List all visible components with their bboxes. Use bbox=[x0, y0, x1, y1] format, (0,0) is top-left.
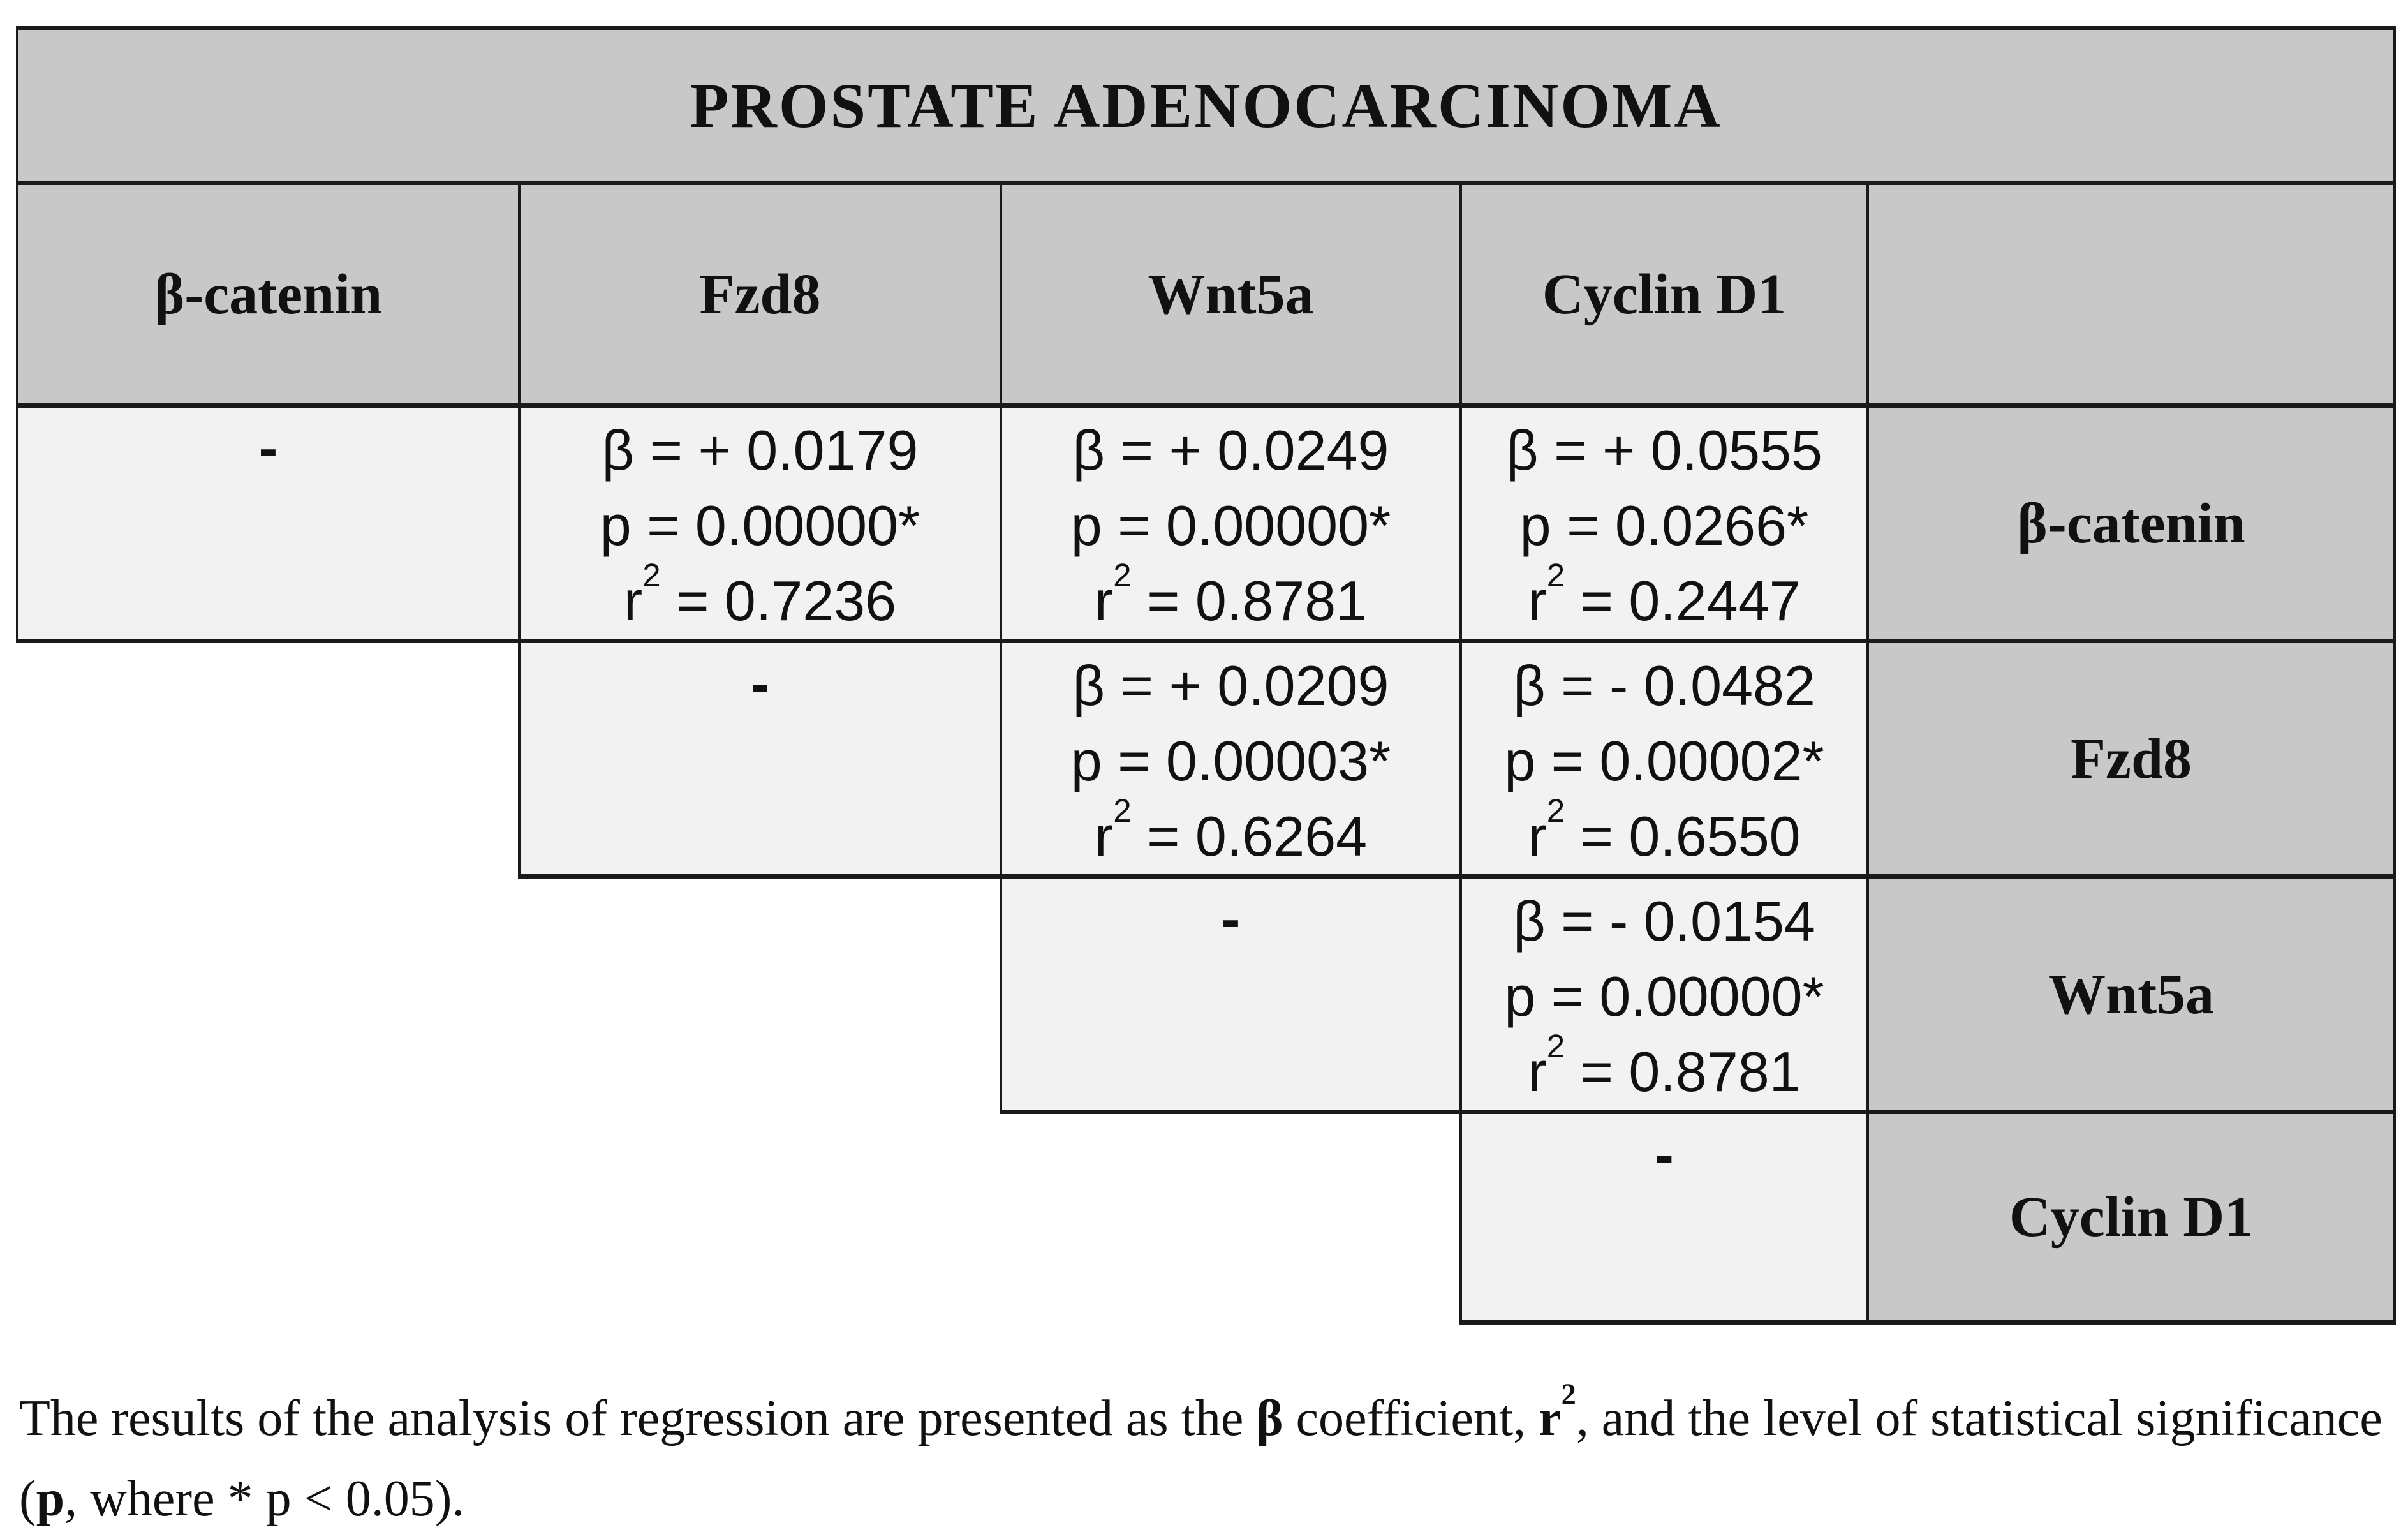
caption-r2-symbol: r2 bbox=[1539, 1378, 1576, 1446]
diagonal-dash-cyclin-d1: - bbox=[1459, 1110, 1869, 1325]
figure-caption: The results of the analysis of regressio… bbox=[19, 1378, 2382, 1527]
beta-value: β = - 0.0154 bbox=[1513, 889, 1815, 953]
diagonal-dash-beta-catenin: - bbox=[16, 403, 521, 643]
regression-table: PROSTATE ADENOCARCINOMA β-catenin Fzd8 W… bbox=[15, 26, 2397, 1325]
empty-region bbox=[17, 641, 519, 877]
column-header-wnt5a: Wnt5a bbox=[1000, 181, 1462, 408]
r2-value: r2 = 0.8781 bbox=[1094, 556, 1368, 632]
row-label-cyclin-d1: Cyclin D1 bbox=[1866, 1110, 2397, 1325]
empty-region bbox=[1001, 1112, 1461, 1323]
r2-value: r2 = 0.6550 bbox=[1528, 792, 1801, 868]
r2-value: r2 = 0.2447 bbox=[1528, 556, 1801, 632]
beta-value: β = + 0.0209 bbox=[1072, 654, 1389, 717]
empty-region bbox=[17, 877, 519, 1112]
caption-text: The results of the analysis of regressio… bbox=[19, 1390, 1257, 1446]
column-header-beta-catenin: β-catenin bbox=[16, 181, 521, 408]
cell-beta-catenin-fzd8: β = + 0.0179 p = 0.00000* r2 = 0.7236 bbox=[518, 403, 1002, 643]
empty-region bbox=[519, 877, 1001, 1112]
regression-table-figure: PROSTATE ADENOCARCINOMA β-catenin Fzd8 W… bbox=[15, 26, 2397, 1325]
p-value: p = 0.00000* bbox=[600, 494, 920, 557]
cell-wnt5a-cyclin-d1: β = - 0.0154 p = 0.00000* r2 = 0.8781 bbox=[1459, 874, 1869, 1114]
beta-value: β = - 0.0482 bbox=[1513, 654, 1815, 717]
p-value: p = 0.00000* bbox=[1070, 494, 1391, 557]
cell-beta-catenin-cyclin-d1: β = + 0.0555 p = 0.0266* r2 = 0.2447 bbox=[1459, 403, 1869, 643]
p-value: p = 0.00002* bbox=[1504, 729, 1824, 792]
r2-value: r2 = 0.8781 bbox=[1528, 1027, 1801, 1103]
p-value: p = 0.00003* bbox=[1070, 729, 1391, 792]
beta-value: β = + 0.0555 bbox=[1506, 419, 1822, 482]
p-value: p = 0.00000* bbox=[1504, 965, 1824, 1028]
r2-value: r2 = 0.7236 bbox=[623, 556, 897, 632]
caption-p-symbol: p bbox=[36, 1471, 65, 1527]
r2-value: r2 = 0.6264 bbox=[1094, 792, 1368, 868]
empty-region bbox=[17, 1112, 519, 1323]
p-value: p = 0.0266* bbox=[1519, 494, 1809, 557]
row-label-fzd8: Fzd8 bbox=[1866, 639, 2397, 879]
row-label-wnt5a: Wnt5a bbox=[1866, 874, 2397, 1114]
row-label-beta-catenin: β-catenin bbox=[1866, 403, 2397, 643]
empty-region bbox=[519, 1112, 1001, 1323]
cell-fzd8-cyclin-d1: β = - 0.0482 p = 0.00002* r2 = 0.6550 bbox=[1459, 639, 1869, 879]
cell-beta-catenin-wnt5a: β = + 0.0249 p = 0.00000* r2 = 0.8781 bbox=[1000, 403, 1462, 643]
column-header-fzd8: Fzd8 bbox=[518, 181, 1002, 408]
table-title: PROSTATE ADENOCARCINOMA bbox=[690, 70, 1722, 141]
column-header-cyclin-d1: Cyclin D1 bbox=[1459, 181, 1869, 408]
table-title-cell: PROSTATE ADENOCARCINOMA bbox=[15, 26, 2397, 185]
diagonal-dash-fzd8: - bbox=[518, 639, 1002, 879]
cell-fzd8-wnt5a: β = + 0.0209 p = 0.00003* r2 = 0.6264 bbox=[1000, 639, 1462, 879]
caption-beta-symbol: β bbox=[1256, 1390, 1283, 1446]
diagonal-dash-wnt5a: - bbox=[1000, 874, 1462, 1114]
beta-value: β = + 0.0179 bbox=[602, 419, 919, 482]
beta-value: β = + 0.0249 bbox=[1072, 419, 1389, 482]
column-header-empty bbox=[1866, 181, 2397, 408]
